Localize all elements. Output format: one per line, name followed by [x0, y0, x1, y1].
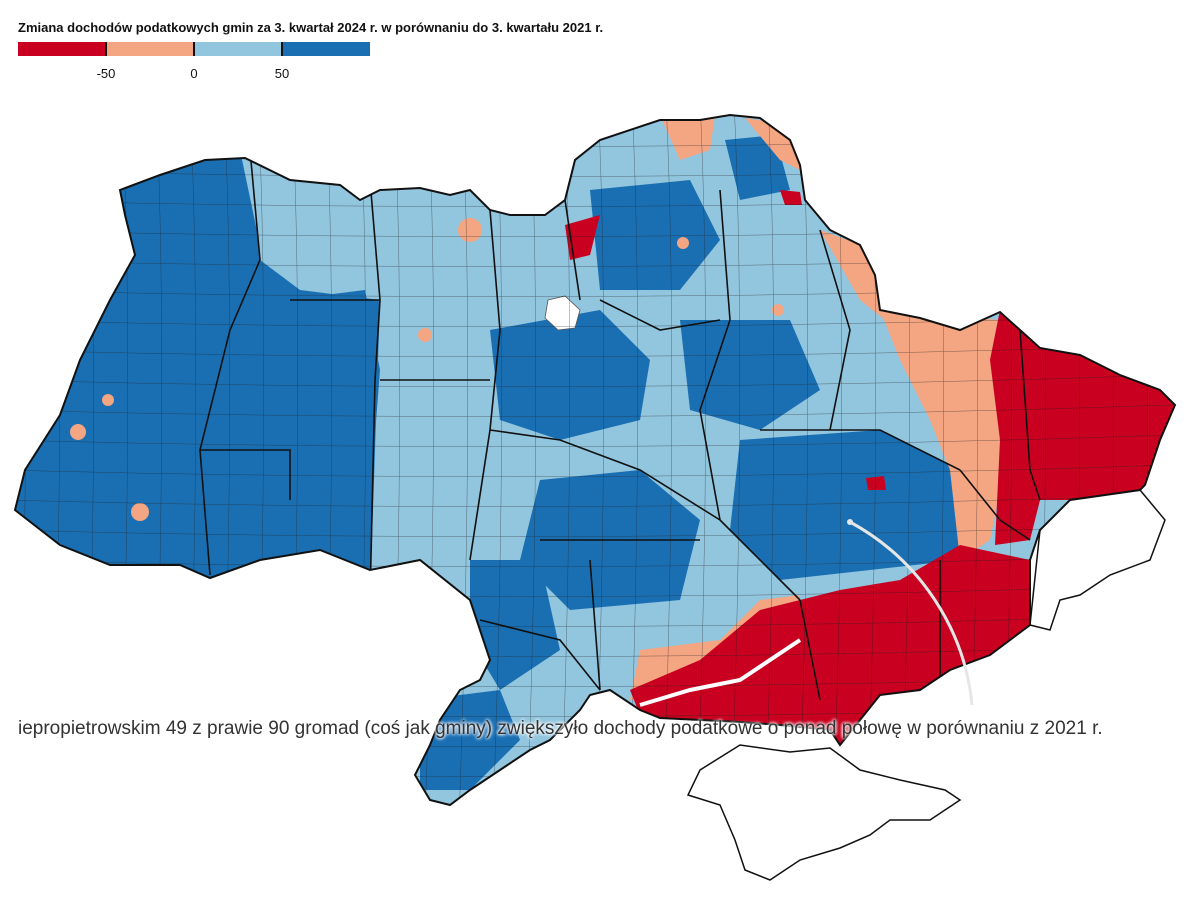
municipality-border-line: [15, 523, 1175, 537]
municipality-border-line: [0, 884, 1200, 897]
color-legend: -50 0 50: [18, 42, 370, 84]
annotation-arrow-head: [847, 519, 853, 525]
spot-peach-7: [772, 304, 784, 316]
municipality-border-line: [15, 433, 1175, 447]
legend-label-minus50: -50: [96, 66, 116, 81]
region-chernihiv: [590, 180, 720, 290]
map-regions: [0, 115, 1200, 897]
oblast-borders: [199, 149, 1041, 701]
region-dnipro: [730, 430, 960, 580]
dnipro-river: [639, 638, 802, 707]
municipality-border-line: [15, 463, 1175, 477]
municipality-border-line: [0, 824, 1200, 837]
region-east-peach: [880, 310, 1010, 560]
legend-tick-50: [281, 42, 283, 56]
legend-bin-strong-decrease: [18, 42, 106, 56]
municipality-border-line: [15, 493, 1175, 507]
spot-peach-3: [458, 218, 482, 242]
crimea-outline: [686, 744, 962, 881]
legend-tick-0: [193, 42, 195, 56]
municipality-border-line: [1169, 115, 1175, 805]
region-odesa-south: [420, 690, 520, 790]
region-odesa-north: [470, 560, 560, 690]
municipality-border-line: [15, 703, 1175, 717]
spot-peach-4: [418, 328, 432, 342]
legend-bin-increase: [194, 42, 282, 56]
municipality-border-line: [15, 793, 1175, 805]
annotation-text: iepropietrowskim 49 z prawie 90 gromad (…: [18, 718, 1103, 739]
region-poltava: [680, 320, 820, 430]
kyiv-city: [544, 295, 581, 331]
region-zaporizhzhia-kherson: [630, 545, 1030, 760]
legend-bin-strong-increase: [282, 42, 370, 56]
municipality-border-line: [15, 343, 1175, 357]
spot-peach-6: [102, 394, 114, 406]
region-north-red-2: [780, 190, 802, 205]
municipality-border-line: [15, 763, 1175, 777]
municipality-border-line: [0, 854, 1200, 867]
legend-bin-decrease: [106, 42, 194, 56]
legend-tick-minus50: [105, 42, 107, 56]
region-khmelnytskyi: [285, 290, 380, 500]
municipality-border-line: [15, 403, 1175, 417]
annotation-arrow: [849, 520, 974, 706]
legend-label-0: 0: [190, 66, 198, 81]
region-dnipro-red-spot: [866, 476, 886, 490]
legend-label-50: 50: [274, 66, 290, 81]
municipality-border-line: [15, 553, 1175, 567]
region-north-red-1: [565, 215, 600, 260]
spot-peach-5: [677, 237, 689, 249]
map-title: Zmiana dochodów podatkowych gmin za 3. k…: [18, 20, 604, 35]
spot-peach-1: [131, 503, 149, 521]
spot-peach-2: [70, 424, 86, 440]
municipality-border-line: [15, 115, 1175, 117]
